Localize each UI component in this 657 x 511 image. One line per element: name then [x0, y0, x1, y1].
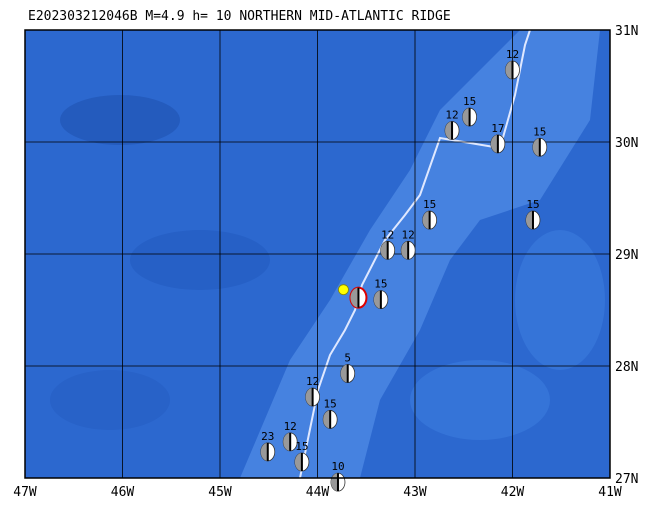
map-frame: [24, 29, 611, 479]
beachball-quadrant: [294, 453, 302, 471]
map-title: E202303212046B M=4.9 h= 10 NORTHERN MID-…: [28, 9, 451, 24]
depth-label: 15: [295, 440, 308, 453]
event: 12: [505, 48, 520, 80]
lon-tick-label: 42W: [501, 485, 525, 500]
beachball-quadrant: [490, 134, 498, 153]
depth-label: 15: [526, 198, 539, 211]
lat-tick-label: 27N: [615, 472, 638, 487]
lon-tick-label: 44W: [306, 485, 330, 500]
depth-label: 12: [306, 375, 319, 388]
events: 10 23 12 15 12 15 5 12 12 15 17 15 15 15 12 15 12: [260, 48, 548, 492]
beachball-quadrant: [401, 241, 409, 260]
depth-label: 15: [324, 397, 337, 410]
seafloor: [130, 230, 270, 290]
lon-tick-label: 43W: [403, 485, 427, 500]
beachball-quadrant: [445, 121, 453, 140]
beachball-quadrant: [373, 290, 381, 309]
lon-tick-label: 41W: [598, 485, 622, 500]
depth-label: 15: [533, 125, 546, 138]
depth-label: 12: [402, 228, 415, 241]
beachball-quadrant: [260, 442, 268, 461]
depth-label: 23: [261, 430, 274, 443]
lon-tick-label: 46W: [111, 485, 135, 500]
event: 12: [305, 375, 321, 407]
lon-tick-label: 45W: [208, 485, 232, 500]
depth-label: 10: [331, 460, 344, 473]
depth-label: 15: [423, 198, 436, 211]
depth-label: 12: [381, 228, 394, 241]
event: 17: [490, 122, 506, 154]
beachball-quadrant: [525, 211, 533, 230]
event: 5: [340, 352, 356, 383]
beachball-quadrant: [380, 241, 388, 260]
seafloor: [410, 360, 550, 440]
beachball-quadrant: [340, 364, 348, 383]
beachball-quadrant: [323, 410, 331, 429]
event: 15: [525, 198, 541, 230]
beachball-quadrant: [422, 211, 430, 230]
event: 15: [322, 397, 338, 429]
beachball-quadrant: [350, 287, 359, 308]
beachball-quadrant: [462, 108, 470, 127]
event: 15: [462, 95, 478, 127]
event: 15: [422, 198, 438, 230]
event: 23: [260, 430, 276, 462]
depth-label: 17: [491, 122, 504, 135]
lat-tick-label: 28N: [615, 360, 638, 375]
epicenter-marker: [338, 284, 349, 296]
beachball-quadrant: [505, 61, 513, 79]
lat-tick-label: 30N: [615, 136, 638, 151]
beachball-quadrant: [532, 138, 540, 157]
beachball-quadrant: [283, 432, 291, 451]
event: 10: [330, 460, 346, 492]
main-event: [349, 286, 368, 309]
event: 12: [282, 420, 298, 452]
depth-label: 12: [506, 48, 519, 61]
event: 15: [294, 440, 310, 472]
depth-label: 12: [284, 420, 297, 433]
lat-tick-label: 29N: [615, 248, 638, 263]
seafloor: [50, 370, 170, 430]
event: 12: [444, 108, 460, 140]
event: 15: [373, 278, 389, 310]
event: 15: [532, 125, 548, 157]
depth-label: 12: [445, 108, 458, 121]
depth-label: 15: [463, 95, 476, 108]
beachball-quadrant: [305, 388, 313, 407]
event: 12: [400, 228, 416, 260]
event: 12: [380, 228, 396, 260]
depth-label: 5: [344, 352, 351, 365]
lon-tick-label: 47W: [13, 485, 37, 500]
seafloor: [60, 95, 180, 145]
depth-label: 15: [374, 278, 387, 291]
seafloor: [515, 230, 605, 370]
lat-tick-label: 31N: [615, 24, 638, 39]
